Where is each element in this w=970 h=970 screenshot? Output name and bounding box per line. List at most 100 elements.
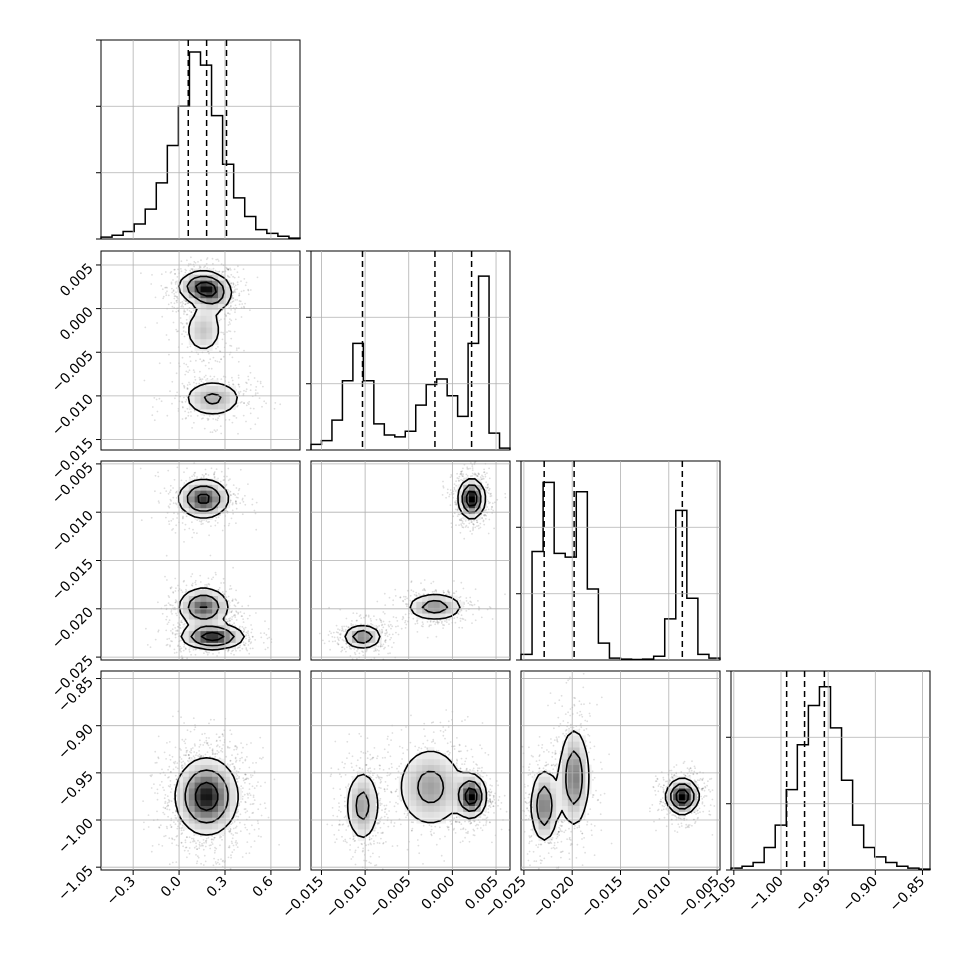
scatter-point bbox=[159, 784, 161, 786]
scatter-point bbox=[175, 587, 177, 589]
scatter-point bbox=[140, 272, 142, 275]
density-cell bbox=[188, 274, 196, 281]
scatter-point bbox=[182, 516, 184, 519]
scatter-point bbox=[245, 743, 248, 746]
scatter-point bbox=[167, 294, 170, 297]
scatter-point bbox=[236, 405, 239, 408]
scatter-point bbox=[186, 657, 189, 660]
scatter-panel-3-0 bbox=[100, 670, 301, 871]
scatter-point bbox=[230, 302, 232, 304]
scatter-point bbox=[233, 622, 236, 625]
scatter-point bbox=[175, 810, 177, 812]
scatter-point bbox=[182, 406, 184, 409]
scatter-point bbox=[248, 782, 251, 785]
density-cell bbox=[206, 327, 213, 334]
scatter-point bbox=[240, 280, 242, 283]
scatter-point bbox=[198, 265, 201, 268]
scatter-point bbox=[157, 756, 160, 759]
density-cell bbox=[206, 315, 213, 322]
density-cell bbox=[206, 624, 213, 632]
scatter-point bbox=[227, 600, 230, 602]
scatter-point bbox=[193, 846, 196, 849]
scatter-point bbox=[199, 358, 202, 361]
scatter-point bbox=[257, 835, 260, 837]
scatter-point bbox=[191, 475, 194, 478]
scatter-point bbox=[195, 359, 197, 362]
scatter-point bbox=[190, 747, 193, 750]
scatter-point bbox=[174, 814, 177, 817]
scatter-point bbox=[218, 746, 221, 748]
scatter-point bbox=[144, 326, 147, 329]
density-cell bbox=[218, 484, 225, 491]
scatter-point bbox=[200, 418, 203, 420]
density-cell bbox=[182, 286, 190, 293]
density-cell bbox=[229, 776, 237, 783]
scatter-point bbox=[171, 837, 173, 840]
scatter-point bbox=[208, 737, 210, 739]
scatter-point bbox=[221, 338, 224, 341]
scatter-point bbox=[171, 305, 174, 308]
scatter-point bbox=[207, 582, 210, 585]
density-cell bbox=[200, 385, 207, 392]
scatter-point bbox=[238, 767, 241, 770]
scatter-point bbox=[244, 302, 247, 305]
scatter-point bbox=[157, 500, 160, 503]
scatter-point bbox=[259, 736, 262, 739]
scatter-point bbox=[199, 739, 201, 742]
scatter-point bbox=[202, 755, 205, 758]
density-cell bbox=[194, 344, 201, 351]
scatter-point bbox=[204, 364, 207, 367]
scatter-point bbox=[231, 300, 234, 303]
scatter-point bbox=[236, 402, 239, 404]
density-cell bbox=[200, 391, 207, 398]
scatter-point bbox=[233, 820, 236, 823]
scatter-point bbox=[253, 799, 256, 801]
scatter-point bbox=[192, 840, 194, 843]
scatter-point bbox=[221, 271, 224, 274]
density-cell bbox=[194, 805, 201, 812]
scatter-point bbox=[233, 493, 235, 495]
scatter-point bbox=[235, 589, 238, 592]
scatter-point bbox=[187, 754, 190, 756]
scatter-point bbox=[213, 475, 216, 478]
scatter-point bbox=[265, 402, 267, 405]
scatter-point bbox=[200, 521, 203, 523]
scatter-point bbox=[227, 830, 230, 833]
scatter-point bbox=[169, 644, 171, 647]
scatter-point bbox=[242, 746, 244, 749]
scatter-point bbox=[232, 415, 235, 417]
scatter-point bbox=[273, 778, 276, 781]
scatter-point bbox=[190, 411, 192, 413]
scatter-point bbox=[185, 590, 188, 592]
scatter-point bbox=[232, 566, 235, 569]
scatter-point bbox=[210, 467, 213, 470]
scatter-point bbox=[196, 855, 199, 858]
scatter-point bbox=[181, 406, 184, 408]
density-cell bbox=[218, 286, 225, 293]
scatter-point bbox=[235, 610, 238, 612]
density-cell bbox=[218, 630, 225, 637]
scatter-point bbox=[227, 846, 230, 849]
scatter-point bbox=[207, 418, 210, 420]
scatter-point bbox=[246, 828, 249, 831]
scatter-point bbox=[226, 268, 229, 271]
scatter-point bbox=[242, 392, 245, 395]
scatter-point bbox=[220, 582, 223, 584]
density-cell bbox=[200, 811, 207, 818]
density-cell bbox=[212, 332, 219, 340]
density-cell bbox=[188, 332, 196, 340]
scatter-point bbox=[237, 601, 240, 604]
scatter-point bbox=[231, 599, 234, 602]
scatter-point bbox=[248, 640, 251, 642]
scatter-point bbox=[169, 645, 171, 648]
scatter-point bbox=[228, 383, 231, 386]
scatter-point bbox=[173, 821, 175, 823]
scatter-point bbox=[233, 765, 236, 768]
scatter-point bbox=[192, 649, 195, 651]
scatter-point bbox=[170, 604, 172, 606]
density-cell bbox=[177, 782, 184, 789]
density-cell bbox=[218, 291, 225, 299]
scatter-point bbox=[228, 746, 231, 749]
scatter-point bbox=[198, 266, 201, 269]
scatter-point bbox=[198, 847, 201, 850]
